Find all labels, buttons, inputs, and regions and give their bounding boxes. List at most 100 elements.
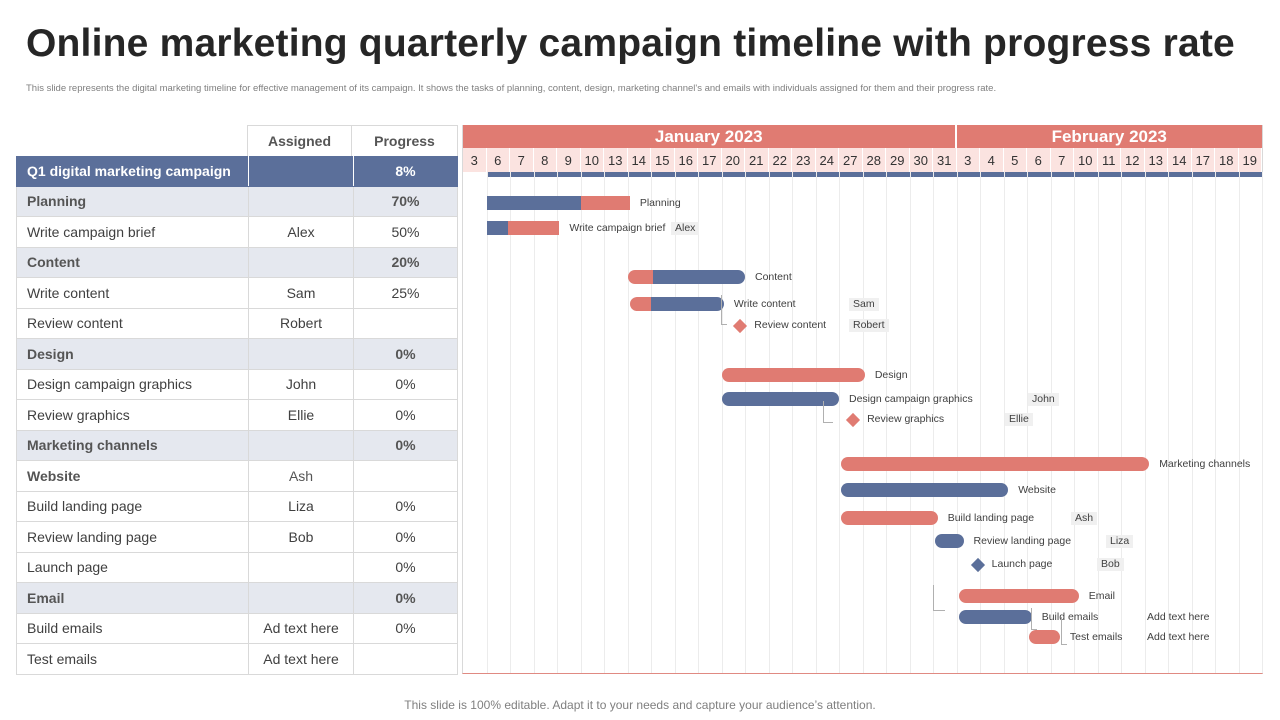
- month-header: February 2023: [956, 125, 1262, 148]
- gantt-bar-label: Planning: [639, 197, 681, 209]
- task-name-cell: Email: [27, 589, 65, 606]
- task-name-cell: Marketing channels: [27, 437, 158, 454]
- gantt-bar-label: Review landing page: [973, 535, 1072, 547]
- day-gridline: [1262, 172, 1263, 673]
- gantt-bar-segment: [486, 221, 508, 235]
- progress-cell: [353, 461, 457, 491]
- gantt-bar: [486, 196, 630, 210]
- progress-cell: [353, 308, 457, 338]
- day-gridline: [1003, 172, 1005, 673]
- assignee-tag: John: [1028, 393, 1059, 406]
- day-header-cell: 11: [1097, 148, 1121, 172]
- day-gridline: [557, 172, 558, 673]
- gantt-bar-segment: [580, 196, 630, 210]
- connector-line: [1061, 617, 1067, 645]
- gantt-bar-segment: [841, 511, 938, 525]
- day-header-cell: 23: [792, 148, 816, 172]
- task-rows: Q1 digital marketing campaign 8% Planning 7…: [16, 156, 458, 675]
- gantt-bar-label: Marketing channels: [1159, 458, 1251, 470]
- assigned-cell: [248, 552, 353, 582]
- day-header-cell: 4: [980, 148, 1004, 172]
- connector-line: [933, 585, 945, 611]
- assignee-tag: Bob: [1097, 558, 1124, 571]
- day-header-cell: 3: [463, 148, 487, 172]
- gantt-bar: [627, 270, 746, 284]
- task-name-cell: Q1 digital marketing campaign: [27, 162, 231, 179]
- assigned-cell: Robert: [248, 308, 353, 338]
- assigned-cell: Sam: [248, 278, 353, 308]
- gantt-chart: 3 6 7 8 9 10 13 14 15 16 17 20 21 22 23 24 27 28 29 30 31 3 4 5…: [462, 125, 1263, 674]
- header-progress: Progress: [352, 125, 458, 156]
- progress-cell: 0%: [353, 400, 457, 430]
- gantt-bar-segment: [721, 368, 865, 382]
- table-row: Content 20%: [16, 247, 458, 278]
- progress-cell: 8%: [353, 156, 457, 186]
- day-gridline: [933, 172, 934, 673]
- table-row: Review content Robert: [16, 308, 458, 339]
- day-gridline: [721, 172, 723, 673]
- table-row: Design 0%: [16, 339, 458, 370]
- gantt-bar: [841, 457, 1150, 471]
- assigned-cell: Liza: [248, 491, 353, 521]
- progress-cell: 0%: [353, 339, 457, 369]
- table-row: Review landing page Bob 0%: [16, 522, 458, 553]
- day-header-cell: 7: [1050, 148, 1074, 172]
- day-header-cell: 29: [886, 148, 910, 172]
- assigned-cell: [248, 583, 353, 613]
- day-gridline: [1097, 172, 1099, 673]
- gantt-bar-label: Build emails: [1041, 611, 1099, 623]
- gantt-bar-segment: [653, 270, 745, 284]
- gantt-bar-label: Write campaign brief: [569, 222, 666, 234]
- task-name-cell: Website: [27, 467, 81, 484]
- table-row: Design campaign graphics John 0%: [16, 369, 458, 400]
- gantt-bar: [841, 511, 938, 525]
- gantt-bar-segment: [958, 610, 1032, 624]
- campaign-span-bar: [487, 172, 1263, 177]
- day-header-cell: 5: [1003, 148, 1027, 172]
- task-name-cell: Planning: [27, 193, 87, 210]
- progress-cell: 0%: [353, 491, 457, 521]
- day-header-cell: 17: [1191, 148, 1215, 172]
- day-gridline: [1144, 172, 1146, 673]
- day-gridline: [698, 172, 699, 673]
- assignee-tag: Add text here: [1147, 631, 1210, 643]
- progress-cell: 0%: [353, 552, 457, 582]
- day-header-cell: 10: [580, 148, 604, 172]
- day-header-cell: 21: [745, 148, 769, 172]
- day-gridline: [1168, 172, 1169, 673]
- day-header-cell: 31: [933, 148, 957, 172]
- table-row: Launch page 0%: [16, 552, 458, 583]
- day-gridline: [486, 172, 488, 673]
- day-header-cell: 9: [557, 148, 581, 172]
- table-row: Planning 70%: [16, 186, 458, 217]
- day-gridline: [792, 172, 793, 673]
- day-gridline: [580, 172, 582, 673]
- task-name-cell: Review content: [27, 315, 123, 332]
- gantt-bar-label: Build landing page: [947, 512, 1035, 524]
- gantt-bar: [721, 392, 839, 406]
- gantt-bar-segment: [650, 297, 724, 311]
- assigned-cell: Ellie: [248, 400, 353, 430]
- connector-line: [823, 401, 833, 423]
- gantt-bar: [958, 589, 1079, 603]
- gantt-bar-segment: [486, 196, 581, 210]
- gantt-bar-segment: [629, 297, 651, 311]
- assigned-cell: [248, 339, 353, 369]
- assignee-tag: Robert: [849, 319, 889, 332]
- assignee-tag: Ellie: [1005, 413, 1033, 426]
- assignee-tag: Liza: [1106, 535, 1134, 548]
- day-header-cell: 12: [1121, 148, 1145, 172]
- day-gridline: [768, 172, 770, 673]
- day-gridline: [980, 172, 981, 673]
- progress-cell: 50%: [353, 217, 457, 247]
- task-name-cell: Review landing page: [27, 528, 157, 545]
- day-header-cell: 16: [674, 148, 698, 172]
- day-header-cell: 3: [956, 148, 980, 172]
- day-gridline: [745, 172, 746, 673]
- task-name-cell: Launch page: [27, 559, 108, 576]
- milestone-label: Review content: [754, 319, 827, 331]
- assigned-cell: Alex: [248, 217, 353, 247]
- day-header-cell: 20: [721, 148, 745, 172]
- day-header-cell: 18: [1215, 148, 1239, 172]
- assigned-cell: [248, 186, 353, 216]
